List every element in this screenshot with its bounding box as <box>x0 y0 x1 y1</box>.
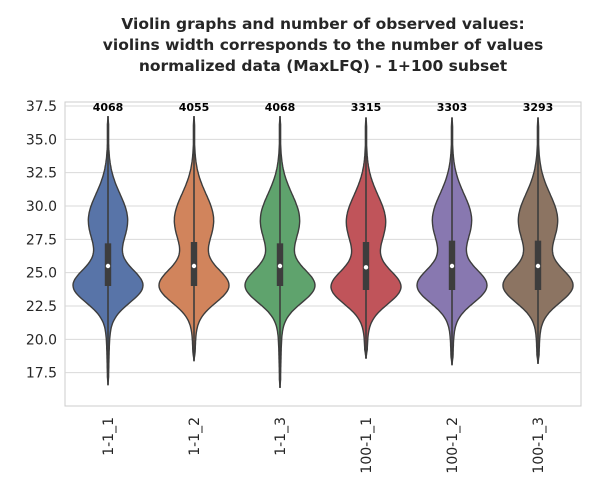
count-label: 4068 <box>93 101 124 114</box>
violin-median-point <box>191 263 197 269</box>
grid-lines <box>65 105 581 374</box>
violin-median-point <box>363 265 369 270</box>
plot-area <box>64 101 582 407</box>
chart-title-line-2: violins width corresponds to the number … <box>102 36 544 54</box>
count-label: 3315 <box>351 101 382 114</box>
y-tick-label: 32.5 <box>26 166 57 182</box>
y-tick-label: 37.5 <box>26 99 57 115</box>
x-tick-labels: 1-1_1 1-1_2 1-1_3 100-1_1 100-1_2 100-1_3 <box>101 417 547 474</box>
violin-median-point <box>105 263 111 269</box>
count-label: 4068 <box>265 101 296 114</box>
count-label: 3293 <box>523 101 554 114</box>
y-tick-label: 30.0 <box>26 199 57 215</box>
chart-title: Violin graphs and number of observed val… <box>0 14 600 77</box>
violin-median-point <box>449 263 455 269</box>
x-tick-label: 1-1_3 <box>273 417 289 456</box>
y-tick-label: 17.5 <box>26 366 57 382</box>
x-tick-label: 100-1_3 <box>531 417 547 474</box>
x-tick-label: 100-1_1 <box>359 417 375 474</box>
violins: 4068 4055 4068 3315 3303 3293 <box>72 101 574 388</box>
y-tick-label: 35.0 <box>26 132 57 148</box>
chart-title-line-3: normalized data (MaxLFQ) - 1+100 subset <box>138 57 508 75</box>
violin-median-point <box>277 263 283 269</box>
violin-median-point <box>535 263 541 269</box>
y-tick-label: 25.0 <box>26 266 57 282</box>
y-tick-label: 22.5 <box>26 299 57 315</box>
count-label: 3303 <box>437 101 468 114</box>
x-tick-label: 1-1_1 <box>101 417 117 456</box>
x-tick-label: 100-1_2 <box>445 417 461 474</box>
x-tick-label: 1-1_2 <box>187 417 203 456</box>
chart-title-line-1: Violin graphs and number of observed val… <box>121 15 525 33</box>
count-label: 4055 <box>179 101 210 114</box>
y-tick-label: 27.5 <box>26 232 57 248</box>
y-tick-labels: 17.5 20.0 22.5 25.0 27.5 30.0 32.5 35.0 37.5 <box>26 99 57 382</box>
y-tick-label: 20.0 <box>26 332 57 348</box>
